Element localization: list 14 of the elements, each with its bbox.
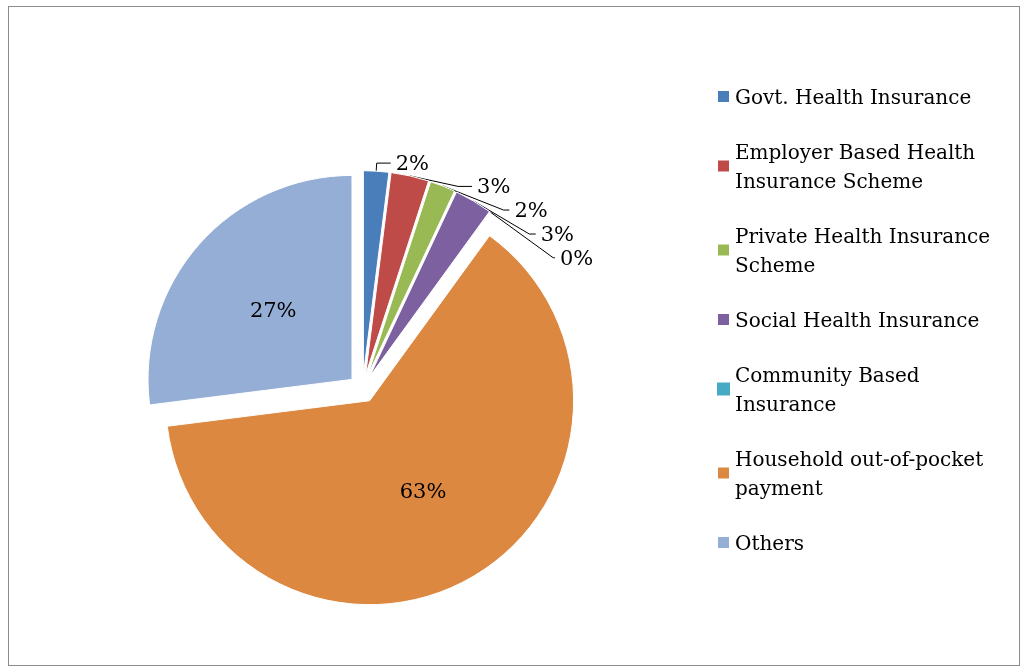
data-label: 3% bbox=[477, 174, 511, 199]
data-label: 2% bbox=[395, 151, 430, 176]
data-label: 2% bbox=[514, 198, 548, 223]
legend-label: Others bbox=[735, 530, 804, 555]
legend-label: Social Health Insurance bbox=[735, 307, 980, 332]
legend-label: Govt. Health Insurance bbox=[735, 84, 972, 109]
data-label: 27% bbox=[249, 297, 297, 322]
text: 0% bbox=[559, 245, 594, 270]
legend-label: Household out-of-pocket payment bbox=[735, 446, 990, 500]
legend-label: Community Based Insurance bbox=[735, 362, 927, 416]
data-label: 63% bbox=[399, 479, 447, 504]
legend-label: Private Health Insurance Scheme bbox=[735, 223, 997, 277]
legend-label: Employer Based Health Insurance Scheme bbox=[735, 139, 982, 193]
data-label: 3% bbox=[540, 222, 575, 247]
